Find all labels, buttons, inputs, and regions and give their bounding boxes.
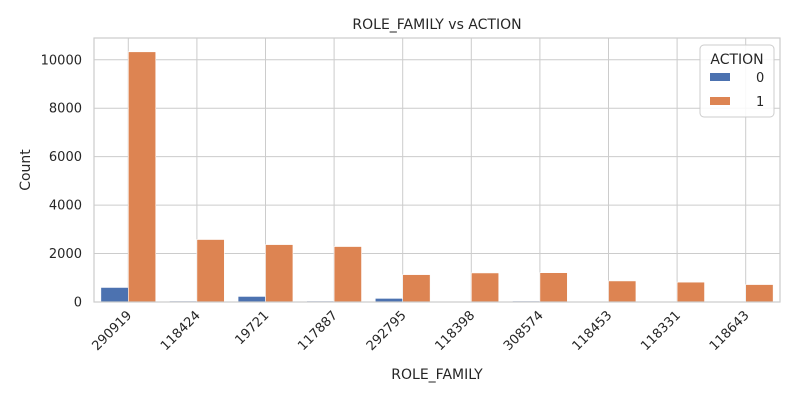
x-axis-label: ROLE_FAMILY bbox=[391, 367, 483, 383]
bar-action-1-290919 bbox=[128, 51, 157, 303]
x-tick-label: 118331 bbox=[638, 308, 684, 354]
y-tick-label: 6000 bbox=[49, 150, 82, 165]
bar-action-1-118331 bbox=[676, 281, 705, 303]
x-tick-label: 118643 bbox=[707, 308, 753, 354]
chart-title: ROLE_FAMILY vs ACTION bbox=[352, 17, 521, 33]
x-tick-label: 118424 bbox=[158, 308, 204, 354]
legend: ACTION 0 1 bbox=[699, 44, 775, 118]
bar-action-1-19721 bbox=[265, 244, 294, 303]
bar-action-0-290919 bbox=[100, 287, 129, 303]
x-tick-label: 118398 bbox=[432, 308, 478, 354]
plot-frame bbox=[93, 37, 781, 303]
y-tick-label: 2000 bbox=[49, 247, 82, 262]
x-tick-label: 117887 bbox=[295, 308, 341, 354]
legend-swatch-0 bbox=[710, 73, 730, 81]
bar-action-1-118398 bbox=[470, 272, 500, 303]
y-axis-label: Count bbox=[18, 149, 34, 191]
bar-action-1-292795 bbox=[402, 274, 431, 303]
x-tick-label: 308574 bbox=[501, 308, 547, 354]
grid-lines bbox=[94, 38, 780, 303]
x-tick-label: 19721 bbox=[232, 308, 272, 348]
bar-action-1-117887 bbox=[333, 246, 362, 303]
legend-label-1: 1 bbox=[756, 95, 764, 110]
x-tick-label: 292795 bbox=[364, 308, 410, 354]
y-tick-label: 8000 bbox=[49, 102, 82, 117]
legend-title: ACTION bbox=[710, 52, 763, 68]
bar-action-1-308574 bbox=[539, 272, 568, 303]
y-tick-label: 0 bbox=[74, 296, 82, 311]
bars bbox=[100, 51, 774, 303]
y-tick-labels: 0 2000 4000 6000 8000 10000 bbox=[41, 53, 82, 310]
x-tick-labels: 290919 118424 19721 117887 292795 118398 30857… bbox=[89, 308, 752, 354]
y-tick-label: 10000 bbox=[41, 53, 82, 68]
bar-action-1-118424 bbox=[196, 239, 225, 303]
y-tick-label: 4000 bbox=[49, 199, 82, 214]
x-tick-label: 118453 bbox=[570, 308, 616, 354]
legend-label-0: 0 bbox=[756, 71, 764, 86]
bar-action-1-118643 bbox=[745, 284, 774, 303]
bar-action-1-118453 bbox=[608, 280, 637, 303]
x-tick-label: 290919 bbox=[89, 308, 135, 354]
bar-action-0-19721 bbox=[237, 296, 266, 303]
legend-swatch-1 bbox=[710, 97, 730, 105]
